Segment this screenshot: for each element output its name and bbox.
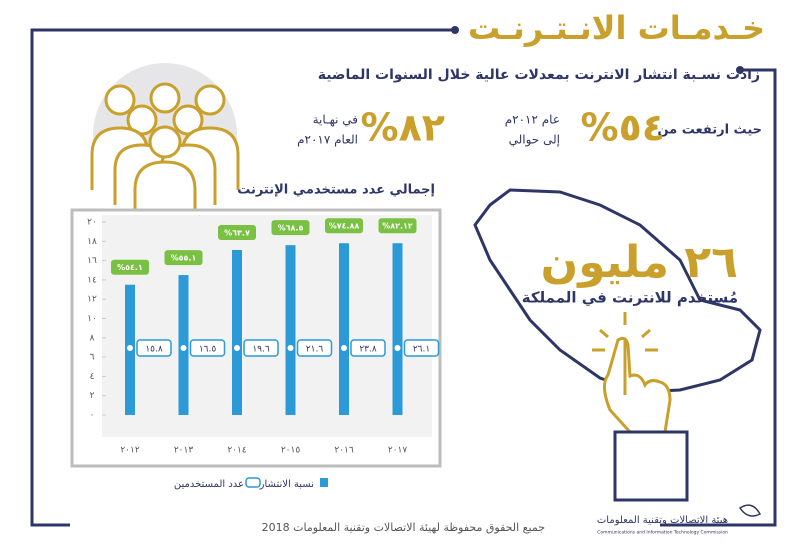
bar	[339, 243, 349, 415]
user-dot	[127, 345, 133, 351]
penetration-label-bg	[218, 224, 256, 240]
legend-label: نسبة الانتشار	[259, 479, 314, 490]
user-label: ١٦.٥	[199, 345, 217, 355]
x-tick-label: ٢٠١٥	[281, 446, 301, 456]
stat-note: في نهـاية	[313, 113, 358, 127]
map-outline	[473, 188, 762, 394]
logo-mark	[738, 504, 762, 517]
y-tick-label: ٦	[90, 353, 95, 363]
y-tick-label: ٠	[90, 411, 95, 421]
stat-label: حيث ارتفعت من	[657, 123, 762, 138]
penetration-label-bg	[325, 218, 363, 234]
penetration-label: %٥٤.١	[117, 263, 143, 272]
legend-label: عدد المستخدمين	[174, 479, 244, 490]
stat-note: العام ٢٠١٧م	[297, 133, 358, 147]
title: خـدمـات الانـتـرنـت	[468, 9, 765, 47]
bar	[232, 249, 242, 415]
penetration-label: %٦٨.٥	[278, 224, 304, 233]
user-dot	[341, 345, 347, 351]
user-dot	[180, 345, 187, 351]
user-box	[296, 339, 333, 357]
user-box	[189, 339, 226, 357]
user-label: ٢١.٦	[306, 345, 324, 355]
user-label: ١٥.٨	[145, 345, 163, 355]
bar	[392, 243, 403, 415]
bar	[285, 245, 296, 415]
user-dot	[234, 345, 240, 351]
stat-note: عام ٢٠١٢م	[505, 113, 560, 127]
logo-text: هيئة الاتصالات وتقنية المعلومات	[597, 515, 728, 526]
user-label: ٢٦.١	[413, 345, 430, 355]
x-tick-label: ٢٠١٧	[388, 446, 408, 456]
penetration-label-bg	[164, 250, 203, 266]
frame	[30, 28, 455, 527]
penetration-label-bg	[378, 218, 417, 234]
penetration-label: %٥٥.١	[171, 254, 197, 263]
legend-swatch	[245, 477, 261, 488]
y-tick-label: ٢٠	[87, 218, 97, 228]
chart-title: إجمالي عدد مستخدمي الإنترنت	[237, 183, 435, 198]
people-icon	[90, 63, 240, 212]
frame-dot	[736, 66, 744, 74]
stat-value: %٥٤	[581, 106, 665, 150]
user-label: ٢٣.٨	[359, 345, 377, 355]
user-dot	[394, 345, 401, 351]
x-tick-label: ٢٠١٤	[227, 446, 247, 456]
y-tick-label: ١٤	[87, 275, 97, 285]
penetration-label: %٧٤.٨٨	[329, 222, 360, 231]
penetration-label: %٦٣.٧	[224, 228, 250, 237]
y-tick-label: ١٨	[87, 237, 97, 247]
penetration-label: %٨٢.١٢	[382, 222, 413, 231]
y-tick-label: ١٢	[87, 295, 97, 305]
subtitle: زادت نسـبة انتشار الانترنت بمعدلات عالية…	[318, 67, 760, 83]
frame-dot	[451, 26, 459, 34]
y-tick-label: ١٠	[87, 314, 97, 324]
stat-note: إلى حوالي	[509, 133, 560, 148]
user-box	[243, 339, 279, 357]
plot-area	[102, 215, 432, 437]
users-value: ٢٦ مليون	[541, 237, 738, 288]
y-tick-label: ٢	[90, 391, 95, 401]
user-box	[403, 339, 440, 357]
logo-text: Communications and Information Technolog…	[597, 530, 728, 536]
users-caption: مُستخدم للانترنت في المملكة	[522, 289, 738, 307]
hand-icon	[592, 312, 689, 502]
x-tick-label: ٢٠١٣	[174, 446, 194, 456]
chart: ٠ ٢ ٤ ٦ ٨ ١٠ ١٢ ١٤ ١٦ ١٨ ٢٠ ٢٠١٢ %٥٤.١ ١٥.٨ ٢٠١٣ %٥٥.١ ١…	[87, 218, 440, 490]
user-label: ١٩.٦	[252, 345, 270, 355]
x-tick-label: ٢٠١٢	[120, 446, 140, 456]
frame	[660, 68, 777, 527]
copyright: جميع الحقوق محفوظة لهيئة الاتصالات وتقني…	[262, 521, 545, 534]
user-box	[350, 339, 386, 357]
penetration-label-bg	[271, 220, 310, 236]
user-box	[136, 339, 172, 357]
x-tick-label: ٢٠١٦	[334, 446, 354, 456]
y-tick-label: ١٦	[87, 256, 97, 266]
stat-value: %٨٢	[361, 106, 445, 150]
y-tick-label: ٨	[90, 333, 95, 343]
y-tick-label: ٤	[90, 372, 95, 382]
legend-swatch	[320, 478, 328, 487]
user-dot	[287, 345, 294, 351]
penetration-label-bg	[111, 259, 149, 275]
